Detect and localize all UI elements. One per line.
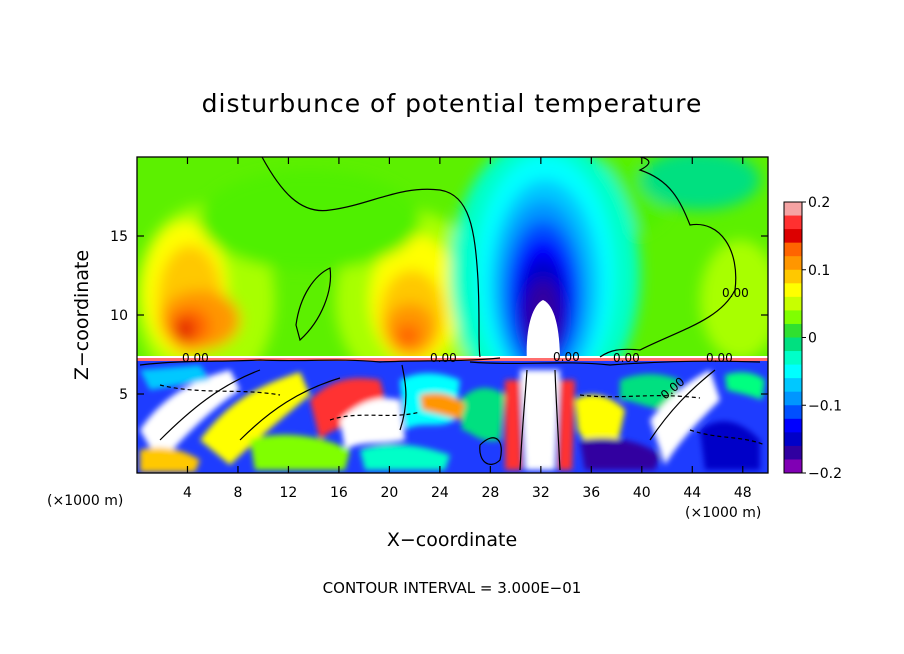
colorbar-swatch [784, 337, 802, 352]
contour-lines [139, 157, 766, 471]
x-tick-label: 16 [330, 485, 348, 501]
colorbar-label: 0.2 [808, 195, 830, 211]
colorbar-swatch [784, 283, 802, 298]
x-tick-label: 4 [183, 485, 192, 501]
colorbar-swatch [784, 202, 802, 217]
colorbar-swatch [784, 391, 802, 406]
cold-core [526, 300, 560, 360]
colorbar-label: −0.2 [808, 466, 842, 482]
y-axis-ticks: 5 10 15 [110, 229, 768, 403]
colorbar-swatch [784, 215, 802, 230]
x-tick-label: 12 [280, 485, 298, 501]
colorbar-labels: 0.2 0.1 0 −0.1 −0.2 [802, 195, 842, 482]
colorbar-swatch [784, 310, 802, 325]
x-tick-label: 36 [582, 485, 600, 501]
colorbar-swatch [784, 418, 802, 433]
colorbar-swatch [784, 256, 802, 271]
zero-contour-loop [295, 267, 332, 342]
y-tick-label: 15 [110, 229, 128, 245]
colorbar-swatch [784, 378, 802, 393]
zero-contour-main [261, 157, 481, 358]
x-tick-label: 20 [380, 485, 398, 501]
contour-layer-1 [139, 357, 501, 366]
x-unit-left: (×1000 m) [47, 493, 123, 509]
x-tick-label: 8 [233, 485, 242, 501]
field-lower [137, 356, 768, 473]
colorbar-swatch [784, 351, 802, 366]
contour-lower-2 [479, 369, 561, 471]
contour-lower-3 [159, 384, 766, 446]
x-tick-label: 32 [532, 485, 550, 501]
x-axis-label: X−coordinate [387, 529, 517, 551]
colorbar-swatch [784, 364, 802, 379]
contour-label: 0.00 [722, 286, 749, 300]
colorbar-label: 0.1 [808, 263, 830, 279]
contour-interval-note: CONTOUR INTERVAL = 3.000E−01 [323, 579, 582, 597]
zero-contour-right [599, 157, 737, 358]
contour-label: 0.00 [430, 351, 457, 365]
chart-title: disturbunce of potential temperature [202, 89, 703, 118]
colorbar-swatch [784, 459, 802, 474]
contour-label: 0.00 [553, 350, 580, 364]
x-tick-label: 48 [734, 485, 752, 501]
y-tick-label: 5 [119, 387, 128, 403]
x-tick-label: 44 [683, 485, 701, 501]
colorbar [783, 201, 803, 474]
x-tick-label: 28 [481, 485, 499, 501]
x-axis-ticks: 4 8 12 16 20 24 28 32 36 40 44 48 [183, 157, 752, 501]
colorbar-swatch [784, 242, 802, 257]
colorbar-swatch [784, 432, 802, 447]
colorbar-swatch [784, 269, 802, 284]
contour-label: 0.00 [613, 351, 640, 365]
field-upper [137, 157, 768, 360]
contour-layer-2 [469, 360, 761, 366]
contour-lower-1 [159, 364, 716, 441]
contour-label: 0.00 [182, 351, 209, 365]
y-axis-label: Z−coordinate [71, 250, 93, 380]
colorbar-swatch [784, 405, 802, 420]
x-unit-right: (×1000 m) [685, 505, 761, 521]
contour-label: 0.00 [706, 351, 733, 365]
colorbar-label: 0 [808, 331, 817, 347]
colorbar-swatch [784, 296, 802, 311]
field-smooth-anomalies [137, 157, 768, 360]
colorbar-swatch [784, 445, 802, 460]
y-tick-label: 10 [110, 308, 128, 324]
colorbar-swatch [784, 323, 802, 338]
colorbar-swatch [784, 229, 802, 244]
colorbar-label: −0.1 [808, 398, 842, 414]
x-tick-label: 24 [431, 485, 449, 501]
x-tick-label: 40 [633, 485, 651, 501]
inversion-band-red [137, 358, 768, 361]
